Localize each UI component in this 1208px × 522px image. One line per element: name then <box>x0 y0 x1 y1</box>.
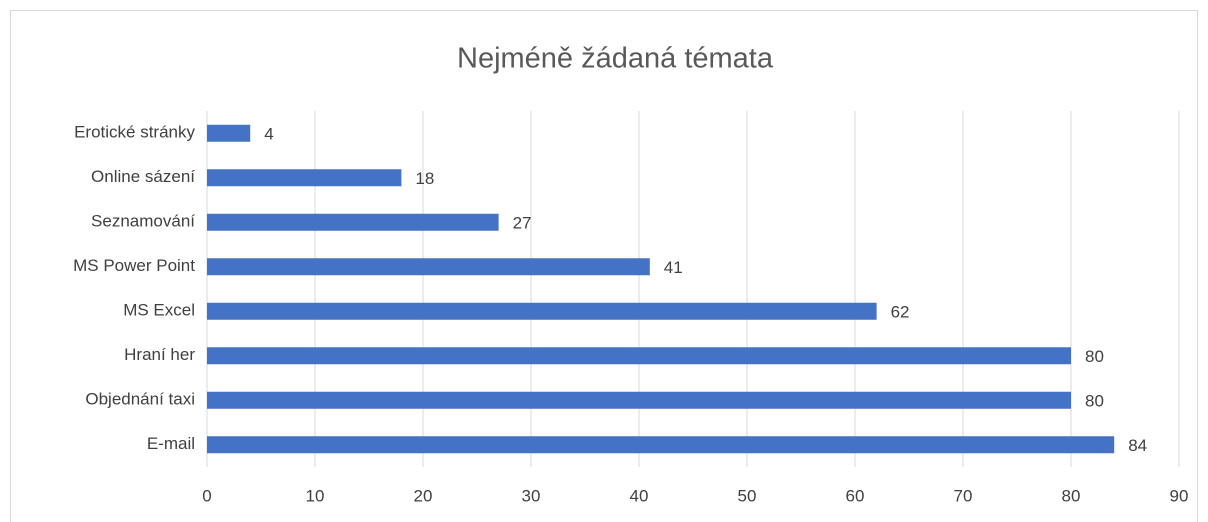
data-label: 62 <box>891 303 910 322</box>
data-label: 4 <box>264 125 273 144</box>
x-tick-label: 10 <box>306 486 325 505</box>
y-tick-label: E-mail <box>147 434 195 453</box>
bar <box>207 436 1115 454</box>
x-tick-label: 60 <box>846 486 865 505</box>
bar <box>207 213 499 231</box>
x-tick-label: 80 <box>1062 486 1081 505</box>
y-tick-label: Hraní her <box>124 345 195 364</box>
x-tick-label: 40 <box>630 486 649 505</box>
data-label: 27 <box>513 214 532 233</box>
data-label: 84 <box>1128 436 1147 455</box>
x-tick-label: 20 <box>414 486 433 505</box>
data-label: 80 <box>1085 392 1104 411</box>
y-tick-label: MS Excel <box>123 301 195 320</box>
y-tick-label: Seznamování <box>91 212 195 231</box>
y-tick-label: Online sázení <box>91 167 195 186</box>
data-label: 18 <box>415 169 434 188</box>
x-tick-label: 70 <box>954 486 973 505</box>
bar <box>207 169 402 187</box>
bar <box>207 258 650 276</box>
y-tick-label: Erotické stránky <box>74 123 195 142</box>
y-tick-label: MS Power Point <box>73 256 195 275</box>
x-tick-label: 30 <box>522 486 541 505</box>
y-tick-label: Objednání taxi <box>85 390 195 409</box>
data-label: 41 <box>664 258 683 277</box>
bar <box>207 302 877 320</box>
chart-title: Nejméně žádaná témata <box>457 43 774 75</box>
x-tick-label: 90 <box>1170 486 1189 505</box>
bar <box>207 391 1071 409</box>
data-label: 80 <box>1085 347 1104 366</box>
bar <box>207 347 1071 365</box>
x-tick-label: 0 <box>202 486 211 505</box>
x-tick-label: 50 <box>738 486 757 505</box>
bar <box>207 124 251 142</box>
